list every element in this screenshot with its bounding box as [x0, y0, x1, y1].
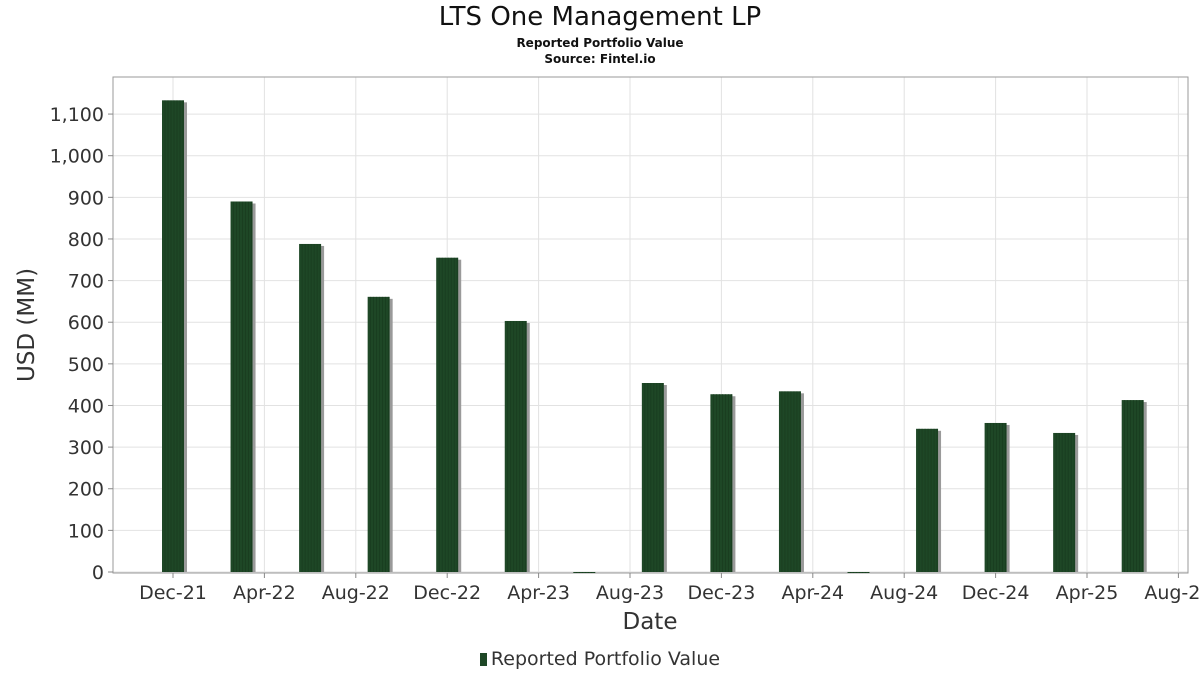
bar — [573, 572, 596, 573]
bar-body — [504, 320, 527, 572]
x-tick-label: Apr-24 — [781, 582, 844, 604]
legend-swatch — [479, 653, 487, 666]
bar-body — [367, 296, 390, 572]
x-tick-label: Apr-23 — [507, 582, 570, 604]
y-tick-label: 200 — [68, 479, 104, 501]
bar — [641, 382, 667, 572]
x-tick-label: Apr-22 — [233, 582, 296, 604]
chart-title: LTS One Management LP — [438, 2, 762, 32]
x-tick-label: Dec-21 — [139, 582, 207, 604]
bar-body — [641, 382, 664, 572]
bar-body — [436, 257, 459, 572]
x-tick-label: Dec-22 — [413, 582, 481, 604]
x-tick-label: Apr-25 — [1056, 582, 1119, 604]
chart-source: Source: Fintel.io — [544, 52, 656, 66]
x-tick-label: Dec-23 — [687, 582, 755, 604]
x-tick-label: Aug-22 — [322, 582, 390, 604]
y-tick-label: 300 — [68, 437, 104, 459]
bar — [504, 320, 530, 572]
bar-body — [847, 572, 870, 573]
bar — [778, 391, 804, 572]
bar — [1121, 400, 1147, 572]
bar — [710, 394, 736, 572]
y-tick-label: 100 — [68, 520, 104, 542]
x-tick-label: Dec-24 — [962, 582, 1030, 604]
bar-body — [984, 422, 1007, 572]
bar-body — [778, 391, 801, 572]
bar-body — [1053, 432, 1076, 572]
x-tick-label: Aug-25 — [1144, 582, 1200, 604]
bar — [436, 257, 462, 572]
y-axis-label: USD (MM) — [14, 268, 40, 382]
x-axis-label: Date — [623, 609, 678, 635]
y-tick-label: 700 — [68, 271, 104, 293]
bar-body — [1121, 400, 1144, 572]
x-axis: Dec-21 Apr-22 Aug-22 Dec-22 Apr-23 Aug-23 Dec-… — [139, 573, 1200, 604]
bars-group — [162, 100, 1147, 573]
y-tick-label: 400 — [68, 395, 104, 417]
bar — [230, 201, 256, 573]
x-tick-label: Aug-24 — [870, 582, 938, 604]
bar — [847, 572, 870, 573]
y-tick-label: 900 — [68, 187, 104, 209]
bar-body — [299, 243, 322, 572]
bar-body — [573, 572, 596, 573]
y-axis: 0 100 200 300 400 500 600 700 800 900 1,000 1,100 — [50, 104, 113, 584]
y-tick-label: 800 — [68, 229, 104, 251]
y-tick-label: 1,100 — [50, 104, 104, 126]
bar — [1053, 432, 1079, 572]
bar — [162, 100, 187, 573]
chart-subtitle: Reported Portfolio Value — [516, 36, 684, 50]
y-tick-label: 500 — [68, 354, 104, 376]
bar-body — [710, 394, 733, 572]
y-tick-label: 600 — [68, 312, 104, 334]
legend: Reported Portfolio Value — [0, 648, 1200, 670]
bar — [299, 243, 325, 572]
bar — [367, 296, 393, 572]
legend-label: Reported Portfolio Value — [490, 648, 721, 670]
bar — [916, 428, 942, 572]
bar-body — [230, 201, 253, 573]
x-tick-label: Aug-23 — [596, 582, 664, 604]
plot-area — [112, 76, 1189, 574]
bar-body — [162, 100, 184, 573]
bar-body — [916, 428, 939, 572]
y-tick-label: 1,000 — [50, 146, 104, 168]
y-tick-label: 0 — [92, 562, 104, 584]
bar — [984, 422, 1010, 572]
